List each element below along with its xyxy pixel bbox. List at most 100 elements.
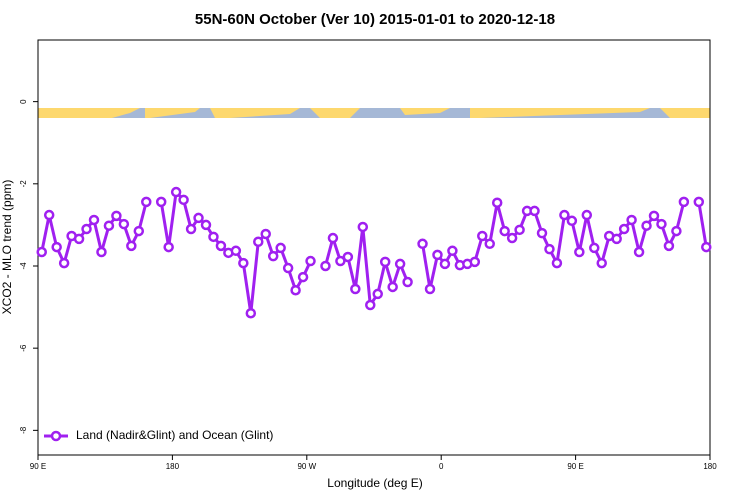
data-point: [350, 283, 361, 295]
data-point: [641, 220, 652, 231]
land-strip: [145, 108, 200, 118]
data-point: [514, 224, 525, 236]
data-point: [155, 196, 167, 208]
data-point: [267, 250, 279, 262]
land-strip: [660, 108, 710, 118]
y-tick-label: -2: [19, 180, 28, 188]
chart-title: 55N-60N October (Ver 10) 2015-01-01 to 2…: [195, 11, 555, 28]
data-point: [96, 246, 107, 258]
data-point: [596, 257, 607, 269]
data-point: [73, 233, 85, 245]
x-tick-label: 90 E: [567, 462, 583, 471]
data-point: [260, 228, 271, 240]
data-point: [111, 210, 122, 222]
y-tick-label: -8: [19, 426, 28, 434]
data-point: [432, 249, 443, 261]
data-point: [88, 214, 100, 226]
data-point: [626, 214, 637, 226]
data-point: [633, 246, 645, 258]
data-point: [245, 307, 257, 319]
data-point: [118, 218, 130, 230]
data-point: [342, 251, 354, 263]
data-point: [551, 257, 563, 269]
data-point: [320, 260, 331, 272]
data-point: [529, 205, 540, 217]
data-point: [499, 225, 510, 237]
data-point: [417, 238, 428, 250]
data-point: [701, 241, 712, 253]
data-point: [357, 221, 369, 233]
data-point: [178, 194, 189, 206]
data-point: [506, 232, 518, 244]
land-strip: [110, 108, 140, 118]
data-point: [215, 240, 227, 252]
data-point: [544, 243, 555, 255]
x-axis-label: Longitude (deg E): [327, 476, 422, 490]
data-point: [36, 246, 47, 258]
data-point: [678, 196, 690, 208]
land-strip: [400, 108, 450, 115]
y-axis-label: XCO2 - MLO trend (ppm): [0, 180, 14, 315]
data-point: [163, 241, 174, 253]
x-tick-label: 180: [166, 462, 180, 471]
data-point: [170, 186, 182, 198]
data-point: [81, 223, 92, 235]
data-point: [43, 209, 55, 221]
y-tick-label: -4: [19, 262, 28, 270]
ocean-strip: [38, 108, 710, 118]
data-point: [372, 288, 383, 300]
data-point: [141, 196, 152, 208]
data-point: [663, 240, 675, 252]
data-point: [335, 255, 346, 267]
data-point: [275, 242, 286, 254]
data-point: [230, 245, 242, 257]
y-tick-label: 0: [19, 99, 28, 104]
data-point: [491, 197, 503, 208]
data-point: [469, 256, 481, 268]
data-point: [365, 299, 376, 311]
data-point: [559, 209, 570, 221]
data-point: [297, 271, 309, 283]
data-point: [379, 256, 391, 268]
data-point: [477, 230, 488, 242]
x-tick-label: 90 E: [30, 462, 46, 471]
data-point: [282, 262, 294, 274]
data-point: [447, 245, 458, 257]
data-point: [208, 231, 219, 243]
data-point: [656, 218, 667, 230]
data-point: [253, 236, 264, 247]
data-point: [566, 215, 578, 227]
x-tick-label: 180: [703, 462, 717, 471]
data-point: [618, 223, 630, 235]
data-point: [574, 246, 585, 258]
data-point: [305, 255, 316, 267]
data-point: [387, 281, 398, 293]
data-point: [103, 220, 115, 231]
land-strip: [310, 108, 360, 118]
data-line: [697, 201, 708, 248]
data-point: [51, 241, 62, 253]
data-point: [439, 258, 451, 270]
y-tick-label: -6: [19, 344, 28, 352]
land-mask: [38, 108, 710, 118]
data-point: [327, 232, 339, 244]
data-point: [611, 233, 622, 245]
data-point: [58, 257, 70, 269]
data-point: [394, 258, 406, 270]
legend-label: Land (Nadir&Glint) and Ocean (Glint): [76, 428, 273, 442]
data-point: [200, 219, 212, 231]
data-point: [589, 242, 600, 254]
data-point: [402, 276, 413, 288]
data-point: [581, 209, 593, 221]
data-point: [424, 283, 436, 295]
land-strip: [470, 108, 650, 118]
data-point: [290, 284, 301, 296]
x-tick-label: 0: [439, 462, 444, 471]
data-point: [193, 212, 204, 224]
data-point: [238, 257, 249, 269]
data-point: [648, 210, 660, 222]
legend-marker: [50, 430, 62, 442]
data-point: [671, 225, 682, 237]
